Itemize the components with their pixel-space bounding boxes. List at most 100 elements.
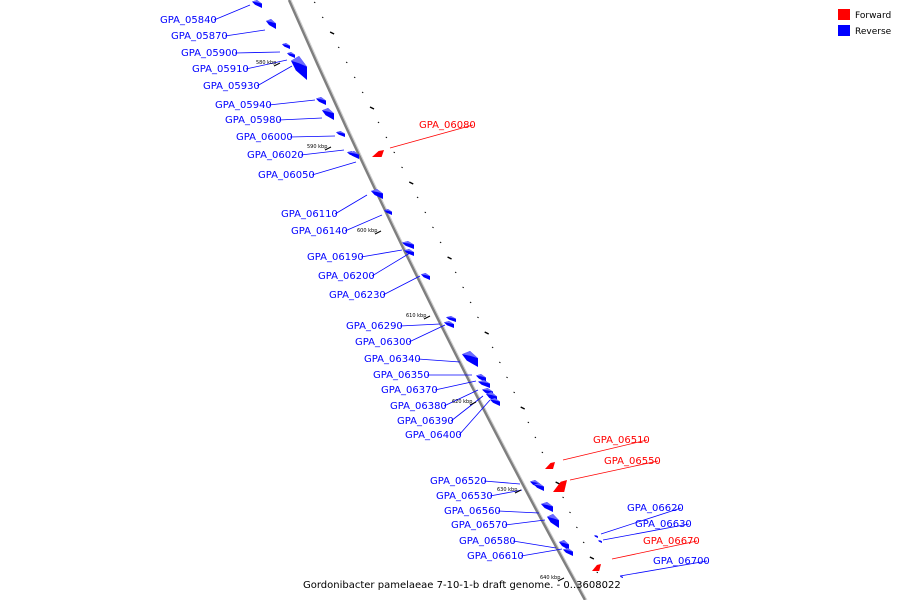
gene-label[interactable]: GPA_06230 [329,290,386,301]
leader-line [417,358,461,363]
gene-feature[interactable] [291,56,307,80]
gene-label[interactable]: GPA_06700 [653,556,710,567]
tick-mark [557,577,565,582]
gene-label[interactable]: GPA_05940 [215,100,272,111]
tick-mark [273,62,281,67]
gene-feature[interactable] [252,0,262,8]
gene-feature[interactable] [541,502,553,512]
gene-feature[interactable] [384,209,392,215]
gene-feature[interactable] [404,249,414,256]
gene-label[interactable]: GPA_06670 [643,536,700,547]
gene-label[interactable]: GPA_06140 [291,226,348,237]
guide-dot [589,556,595,560]
gene-feature[interactable] [287,52,295,58]
gene-arrow-highlight [421,273,430,277]
gene-feature[interactable] [490,398,500,406]
gene-label[interactable]: GPA_06020 [247,150,304,161]
leader-line [611,540,698,560]
gene-feature[interactable] [598,540,602,543]
leader-line [256,65,293,87]
gene-feature[interactable] [349,151,359,159]
gene-feature[interactable] [594,535,598,538]
gene-label[interactable]: GPA_06080 [419,120,476,131]
gene-feature[interactable] [421,273,430,280]
gene-label[interactable]: GPA_06050 [258,170,315,181]
gene-label[interactable]: GPA_06630 [635,519,692,530]
gene-label[interactable]: GPA_06110 [281,209,338,220]
leader-line [268,99,316,106]
gene-label[interactable]: GPA_06350 [373,370,430,381]
tick-label: 610 kbp [406,313,426,319]
gene-label[interactable]: GPA_06370 [381,385,438,396]
gene-label[interactable]: GPA_06510 [593,435,650,446]
guide-dot [603,586,605,589]
gene-arrow-highlight [559,540,569,545]
gene-label[interactable]: GPA_06610 [467,551,524,562]
gene-label[interactable]: GPA_06570 [451,520,508,531]
gene-label[interactable]: GPA_06200 [318,271,375,282]
gene-feature[interactable] [559,540,569,550]
gene-feature[interactable] [336,131,345,137]
gene-label[interactable]: GPA_05900 [181,48,238,59]
guide-dot [408,181,414,185]
gene-label[interactable]: GPA_05980 [225,115,282,126]
gene-arrow-highlight [282,43,290,46]
tick-mark [423,315,431,320]
gene-label[interactable]: GPA_06580 [459,536,516,547]
gene-arrow-highlight [486,392,497,397]
gene-feature[interactable] [547,514,559,528]
leader-line [300,149,345,156]
leader-line [399,323,441,327]
gene-arrow [545,462,555,469]
gene-label[interactable]: GPA_05910 [192,64,249,75]
gene-feature[interactable] [476,374,486,382]
gene-feature[interactable] [282,43,290,49]
tick-mark [469,401,477,406]
gene-feature[interactable] [553,480,567,492]
gene-label[interactable]: GPA_06380 [390,401,447,412]
gene-label[interactable]: GPA_06390 [397,416,454,427]
gene-label[interactable]: GPA_05870 [171,31,228,42]
gene-label[interactable]: GPA_06340 [364,354,421,365]
gene-feature[interactable] [371,189,383,199]
gene-feature[interactable] [322,108,334,120]
gene-feature[interactable] [462,351,478,367]
legend-forward-label: Forward [855,11,891,21]
gene-arrow-highlight [476,374,486,378]
gene-label[interactable]: GPA_06400 [405,430,462,441]
gene-label[interactable]: GPA_06560 [444,506,501,517]
gene-feature[interactable] [534,483,544,491]
guide-dot [506,376,508,379]
leader-line [382,275,421,296]
guide-dot [491,346,494,349]
guide-dot [401,166,403,169]
gene-label[interactable]: GPA_06550 [604,456,661,467]
gene-feature[interactable] [545,462,555,469]
guide-dot [575,526,578,529]
gene-feature[interactable] [446,316,456,322]
gene-label[interactable]: GPA_05840 [160,15,217,26]
gene-label[interactable]: GPA_06620 [627,503,684,514]
gene-feature[interactable] [316,97,326,105]
gene-label[interactable]: GPA_06190 [307,252,364,263]
gene-label[interactable]: GPA_06290 [346,321,403,332]
gene-feature[interactable] [266,19,276,29]
gene-feature[interactable] [478,380,490,388]
gene-label[interactable]: GPA_06000 [236,132,293,143]
gene-arrow-highlight [563,548,573,552]
gene-feature[interactable] [563,548,573,556]
gene-feature[interactable] [402,241,414,249]
gene-arrow-highlight [598,540,602,542]
gene-feature[interactable] [372,150,384,157]
guide-dot [447,256,452,260]
leader-line [434,380,477,391]
gene-label[interactable]: GPA_06520 [430,476,487,487]
leader-line [311,161,357,176]
gene-feature[interactable] [592,564,601,571]
leader-line [289,135,336,138]
guide-dot [313,1,316,4]
gene-label[interactable]: GPA_06530 [436,491,493,502]
gene-feature[interactable] [444,321,454,328]
gene-label[interactable]: GPA_06300 [355,337,412,348]
gene-label[interactable]: GPA_05930 [203,81,260,92]
